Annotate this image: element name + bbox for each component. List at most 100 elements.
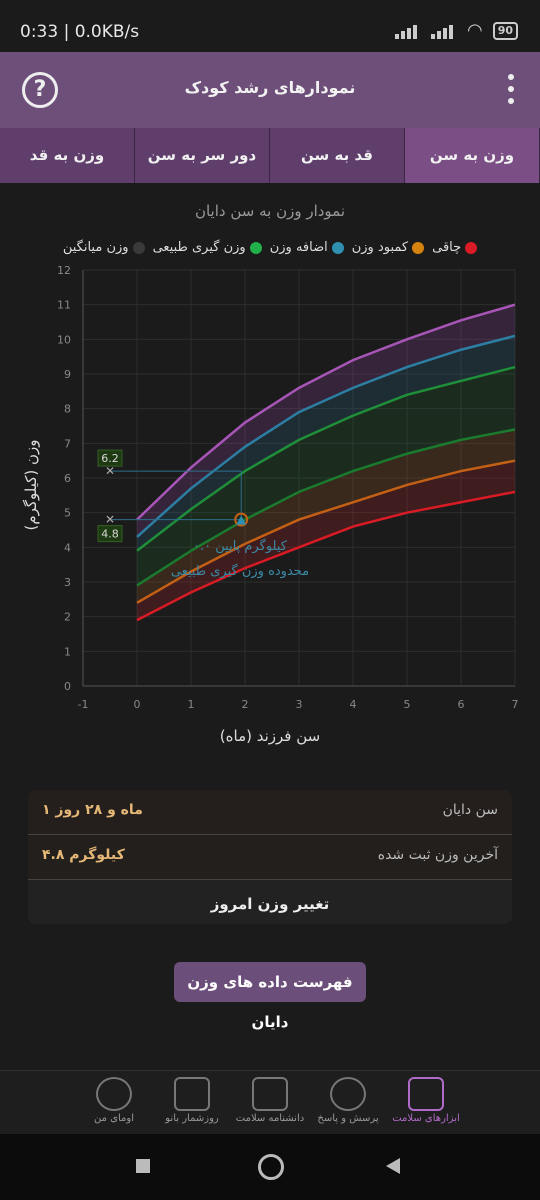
y-tick-label: 3 — [64, 576, 71, 589]
tab-height-age[interactable]: قد به سن — [270, 128, 405, 183]
medical-kit-icon — [408, 1077, 444, 1111]
more-menu-icon[interactable] — [508, 74, 514, 110]
series-line — [136, 365, 516, 552]
annotation-line-1: ۰.۰ کیلوگرم پایین — [193, 538, 288, 554]
x-tick-label: 6 — [458, 698, 465, 711]
current-point-marker — [236, 515, 247, 525]
newspaper-icon — [252, 1077, 288, 1111]
x-axis-label: سن فرزند (ماه) — [220, 727, 320, 745]
x-tick-label: -1 — [78, 698, 89, 711]
y-tick-label: 7 — [64, 437, 71, 450]
legend-label: چاقی — [432, 240, 462, 255]
nav-label: اومای من — [94, 1113, 134, 1124]
x-tick-label: 5 — [404, 698, 411, 711]
weight-value: ۴.۸ کیلوگرم — [42, 847, 125, 863]
nav-label: پرسش و پاسخ — [317, 1113, 379, 1124]
legend-dot-icon — [412, 241, 425, 254]
x-tick-label: 4 — [350, 698, 357, 711]
help-icon[interactable]: ? — [22, 72, 58, 108]
back-icon[interactable] — [386, 1158, 400, 1174]
tab-head-age[interactable]: دور سر به سن — [135, 128, 270, 183]
age-label: سن دایان — [442, 802, 498, 818]
info-card: سن دایان ۱ ماه و ۲۸ روز آخرین وزن ثبت شد… — [28, 790, 512, 924]
chart-band — [137, 429, 515, 603]
y-tick-label: 1 — [64, 645, 71, 658]
legend-item-normal[interactable]: وزن گیری طبیعی — [153, 240, 262, 255]
series-line — [136, 303, 516, 521]
legend-dot-icon — [132, 241, 145, 254]
legend-dot-icon — [465, 241, 478, 254]
nav-health-tools[interactable]: ابزارهای سلامت — [387, 1071, 465, 1135]
nav-label: ابزارهای سلامت — [392, 1113, 460, 1124]
tab-weight-age[interactable]: وزن به سن — [405, 128, 540, 183]
nav-calendar[interactable]: روزشمار بانو — [153, 1071, 231, 1135]
y-tick-label: 12 — [57, 264, 71, 277]
legend-item-obese[interactable]: چاقی — [432, 240, 478, 255]
chart-band — [137, 460, 515, 621]
nav-qa[interactable]: پرسش و پاسخ — [309, 1071, 387, 1135]
nav-label: دانشنامه سلامت — [235, 1113, 305, 1124]
y-axis-label: وزن (کیلوگرم) — [22, 439, 40, 530]
series-line — [136, 490, 516, 622]
status-time: 0:33 | 0.0KB/s — [20, 22, 140, 42]
chart-legend: چاقی کمبود وزن اضافه وزن وزن گیری طبیعی … — [0, 240, 540, 255]
calendar-icon — [174, 1077, 210, 1111]
y-tick-label: 4 — [64, 541, 71, 554]
marker-x-icon: ✕ — [105, 513, 115, 527]
wifi-icon: ◠ — [466, 20, 483, 41]
x-tick-label: 3 — [296, 698, 303, 711]
legend-dot-icon — [249, 241, 262, 254]
series-line — [136, 459, 516, 604]
app-bar: ? نمودارهای رشد کودک — [0, 52, 540, 128]
y-tick-label: 5 — [64, 507, 71, 520]
series-line — [136, 334, 516, 538]
battery-icon: 90 — [492, 21, 518, 40]
tab-weight-height[interactable]: وزن به قد — [0, 128, 135, 183]
legend-dot-icon — [331, 241, 344, 254]
series-line — [136, 428, 516, 587]
change-weight-today-button[interactable]: تغییر وزن امروز — [210, 895, 330, 913]
x-tick-label: 1 — [188, 698, 195, 711]
age-row: سن دایان ۱ ماه و ۲۸ روز — [28, 790, 512, 835]
legend-label: وزن میانگین — [62, 240, 129, 255]
weight-label: آخرین وزن ثبت شده — [377, 847, 498, 863]
chart-band — [137, 367, 515, 586]
signal-icon-2 — [430, 23, 457, 39]
chart-title: نمودار وزن به سن دایان — [194, 202, 346, 220]
weight-data-list-button[interactable]: فهرست داده های وزن دایان — [174, 962, 366, 1031]
nav-encyclopedia[interactable]: دانشنامه سلامت — [231, 1071, 309, 1135]
y-tick-label: 6 — [64, 472, 71, 485]
current-point-ring — [234, 512, 249, 527]
y-tick-label: 2 — [64, 611, 71, 624]
home-icon[interactable] — [258, 1154, 284, 1180]
recent-apps-icon[interactable] — [136, 1159, 150, 1173]
legend-label: اضافه وزن — [269, 240, 328, 255]
marker-badge — [97, 525, 123, 543]
legend-label: وزن گیری طبیعی — [152, 240, 246, 255]
x-tick-label: 0 — [134, 698, 141, 711]
status-bar: 0:33 | 0.0KB/s ◠ 90 — [0, 0, 540, 52]
x-tick-label: 2 — [242, 698, 249, 711]
marker-label: 6.2 — [101, 452, 119, 465]
y-tick-label: 0 — [64, 680, 71, 693]
annotation-line-2: محدوده وزن گیری طبیعی — [171, 563, 309, 579]
signal-icon — [394, 23, 421, 39]
system-nav-bar — [0, 1134, 540, 1200]
weight-row: آخرین وزن ثبت شده ۴.۸ کیلوگرم — [28, 835, 512, 880]
nav-label: روزشمار بانو — [165, 1113, 219, 1124]
profile-icon — [96, 1077, 132, 1111]
legend-item-overweight[interactable]: اضافه وزن — [270, 240, 344, 255]
marker-badge — [97, 449, 123, 467]
legend-label: کمبود وزن — [351, 240, 409, 255]
bottom-nav: اومای من روزشمار بانو دانشنامه سلامت پرس… — [0, 1070, 540, 1135]
x-tick-label: 7 — [512, 698, 519, 711]
y-tick-label: 10 — [57, 333, 71, 346]
age-value: ۱ ماه و ۲۸ روز — [42, 802, 143, 818]
legend-item-average[interactable]: وزن میانگین — [63, 240, 145, 255]
marker-label: 4.8 — [101, 528, 119, 541]
legend-item-underweight[interactable]: کمبود وزن — [351, 240, 425, 255]
y-tick-label: 8 — [64, 403, 71, 416]
tab-bar: وزن به سن قد به سن دور سر به سن وزن به ق… — [0, 128, 540, 183]
nav-my-ouma[interactable]: اومای من — [75, 1071, 153, 1135]
